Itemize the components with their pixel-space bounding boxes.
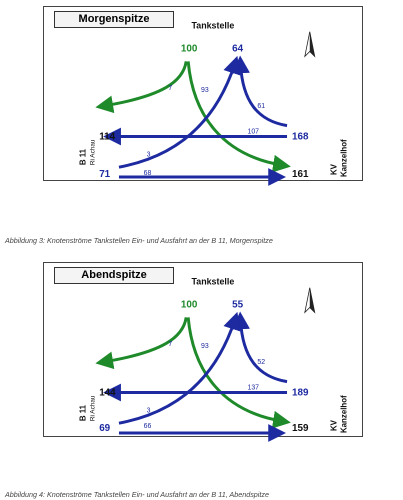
flow-label-61: 61: [257, 103, 265, 110]
flow-label-107: 107: [247, 129, 259, 136]
right-bottom-count: 159: [292, 423, 309, 434]
diagram-panel-evening: Abendspitze Tankstelle 100 55 7 93 52 13…: [43, 262, 363, 442]
top-label: Tankstelle: [192, 277, 235, 287]
diagram-panel-morning: Morgenspitze Tankstelle 100 64 7: [43, 6, 363, 186]
figure-caption: Abbildung 3: Knotenströme Tankstellen Ei…: [5, 236, 273, 245]
flow-arrow-blue-right-top: [232, 311, 288, 384]
right-top-count: 189: [292, 387, 309, 398]
flow-label-137: 137: [247, 385, 259, 392]
flow-arrow-green-top-left: [95, 317, 188, 370]
right-road-label: KV: [329, 419, 338, 431]
flow-arrow-green-top-right: [186, 317, 291, 429]
top-green-count: 100: [181, 299, 198, 310]
flow-arrow-green-top-left: [95, 61, 188, 114]
figure-caption: Abbildung 4: Knotenströme Tankstellen Ei…: [5, 490, 269, 499]
flow-label-66: 66: [144, 423, 152, 430]
flow-diagram: Tankstelle 100 55 7 93 52 137 3 66 144 6…: [78, 277, 348, 442]
left-bottom-count: 71: [99, 169, 110, 180]
flow-label-93: 93: [201, 87, 209, 94]
left-road-sublabel: Ri Achau: [89, 139, 96, 165]
flow-diagram: Tankstelle 100 64 7 93 61 107 3 68 114 7…: [78, 21, 348, 186]
left-bottom-count: 69: [99, 423, 110, 434]
flow-label-3: 3: [147, 151, 151, 158]
right-road-sublabel: Kanzelhof: [339, 395, 348, 433]
flow-label-7: 7: [168, 85, 172, 92]
panel-title: Abendspitze: [54, 267, 174, 284]
flow-label-7: 7: [168, 341, 172, 348]
right-road-sublabel: Kanzelhof: [339, 139, 348, 177]
right-road-label: KV: [329, 163, 338, 175]
top-green-count: 100: [181, 43, 198, 54]
north-arrow-icon: [304, 31, 316, 58]
flow-arrow-blue-left-top: [118, 311, 241, 425]
panel-title: Morgenspitze: [54, 11, 174, 28]
top-blue-count: 64: [232, 43, 243, 54]
top-blue-count: 55: [232, 299, 243, 310]
flow-label-93: 93: [201, 343, 209, 350]
flow-label-52: 52: [257, 359, 265, 366]
left-road-label: B 11: [78, 404, 87, 421]
right-bottom-count: 161: [292, 169, 309, 180]
left-road-label: B 11: [78, 148, 87, 165]
north-arrow-icon: [304, 287, 316, 314]
flow-arrow-blue-left-top: [118, 55, 241, 169]
flow-label-68: 68: [144, 170, 152, 177]
top-label: Tankstelle: [192, 21, 235, 31]
left-top-count: 114: [99, 131, 115, 142]
flow-arrow-green-top-right: [186, 61, 291, 173]
left-road-sublabel: Ri Achau: [89, 395, 96, 421]
flow-label-3: 3: [147, 407, 151, 414]
left-top-count: 144: [99, 387, 116, 398]
right-top-count: 168: [292, 131, 309, 142]
flow-arrow-blue-right-top: [232, 55, 288, 128]
